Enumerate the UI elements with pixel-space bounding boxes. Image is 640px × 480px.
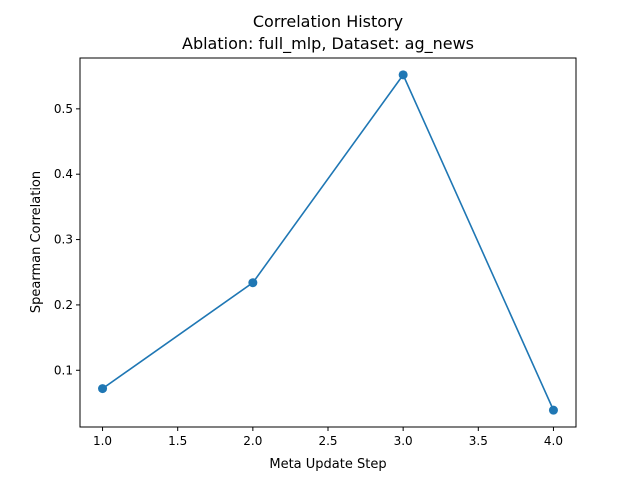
x-tick-label: 1.5 [168, 434, 187, 448]
x-tick-label: 4.0 [544, 434, 563, 448]
series-line [102, 73, 555, 411]
data-point [398, 70, 408, 80]
y-tick-label: 0.5 [54, 102, 73, 116]
data-point [548, 405, 558, 415]
y-tick-label: 0.2 [54, 298, 73, 312]
y-axis-label: Spearman Correlation [29, 171, 44, 313]
x-axis-label: Meta Update Step [269, 457, 386, 472]
series-group [98, 70, 558, 415]
chart-subtitle: Ablation: full_mlp, Dataset: ag_news [182, 34, 474, 54]
x-tick-label: 3.0 [394, 434, 413, 448]
x-tick-label: 2.5 [318, 434, 337, 448]
chart-title: Correlation History [253, 12, 403, 31]
data-point [98, 384, 108, 394]
x-tick-label: 2.0 [243, 434, 262, 448]
y-tick-label: 0.1 [54, 363, 73, 377]
plot-frame [79, 57, 577, 428]
y-tick-label: 0.4 [54, 167, 73, 181]
y-axis-ticks: 0.1 0.2 0.3 0.4 0.5 [54, 102, 80, 377]
x-tick-label: 3.5 [469, 434, 488, 448]
y-tick-label: 0.3 [54, 233, 73, 247]
x-axis-ticks: 1.0 1.5 2.0 2.5 3.0 3.5 4.0 [93, 427, 563, 448]
x-tick-label: 1.0 [93, 434, 112, 448]
data-point [248, 278, 258, 288]
